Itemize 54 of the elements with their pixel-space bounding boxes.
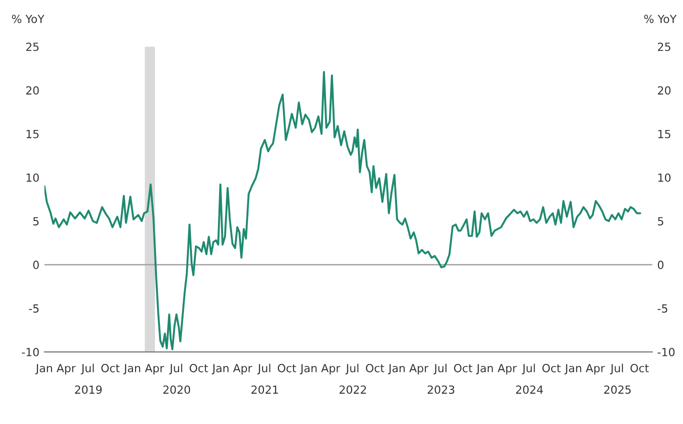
x-tick-label: Apr bbox=[56, 364, 76, 374]
text: 2020 bbox=[163, 385, 190, 394]
y2-tick-label: 10 bbox=[658, 173, 671, 182]
text: 2021 bbox=[251, 385, 278, 394]
text: 2019 bbox=[75, 385, 102, 394]
x-tick-label: Jul bbox=[345, 364, 358, 374]
y-tick-label: 15 bbox=[26, 130, 39, 138]
x-tick-label: Jan bbox=[476, 364, 493, 374]
x-tick-label: Apr bbox=[498, 364, 517, 374]
y2-tick-label: 25 bbox=[658, 42, 670, 52]
x-tick-label: Jul bbox=[522, 364, 535, 374]
x-tick-label: Oct bbox=[278, 364, 296, 372]
x-tick-label: Apr bbox=[233, 364, 252, 374]
text: 2023 bbox=[428, 385, 454, 394]
y-tick-label: 5 bbox=[33, 217, 39, 226]
y-tick-label: 0 bbox=[33, 260, 39, 270]
text: 2025 bbox=[604, 385, 631, 394]
x-tick-label: Jul bbox=[80, 364, 94, 374]
x-tick-label: Apr bbox=[321, 364, 340, 374]
x-tick-label: Apr bbox=[144, 364, 164, 374]
x-tick-label: Jul bbox=[257, 364, 270, 374]
x-tick-label: Jan bbox=[212, 364, 228, 374]
y-tick-label: 25 bbox=[26, 42, 39, 52]
y2-tick-label: 5 bbox=[658, 217, 664, 226]
x-tick-label: Oct bbox=[542, 364, 561, 372]
x-tick-label: Jan bbox=[35, 364, 52, 374]
y2-tick-label: 20 bbox=[658, 86, 671, 95]
x-tick-label: Oct bbox=[366, 364, 384, 372]
y-tick-label: 20 bbox=[26, 86, 39, 95]
y-tick-label: -5 bbox=[29, 304, 39, 313]
x-tick-label: Jan bbox=[300, 364, 317, 374]
x-tick-label: Oct bbox=[190, 364, 208, 372]
y2-tick-label: 0 bbox=[658, 260, 664, 270]
text: 2022 bbox=[340, 385, 366, 394]
x-tick-label: Jan bbox=[388, 364, 405, 374]
y-tick-label: 10 bbox=[26, 173, 39, 182]
x-tick-label: Jul bbox=[610, 364, 623, 374]
y2-tick-label: -10 bbox=[658, 348, 675, 356]
x-tick-label: Oct bbox=[101, 364, 120, 372]
x-tick-label: Jan bbox=[123, 364, 140, 374]
text: 2024 bbox=[516, 385, 543, 394]
y2-tick-label: -5 bbox=[658, 304, 668, 313]
y2-axis-title: % YoY bbox=[644, 14, 677, 24]
y2-tick-label: 15 bbox=[658, 130, 670, 138]
y-tick-label: -10 bbox=[22, 348, 39, 356]
x-tick-label: Jul bbox=[169, 364, 182, 374]
line-series bbox=[44, 70, 642, 350]
x-tick-label: Oct bbox=[630, 364, 649, 372]
x-tick-label: Oct bbox=[454, 364, 472, 372]
x-tick-label: Jul bbox=[434, 364, 446, 374]
y-axis-title: % YoY bbox=[12, 14, 44, 24]
x-tick-label: Jan bbox=[564, 364, 582, 374]
x-tick-label: Apr bbox=[409, 364, 428, 374]
x-tick-label: Apr bbox=[586, 364, 605, 374]
